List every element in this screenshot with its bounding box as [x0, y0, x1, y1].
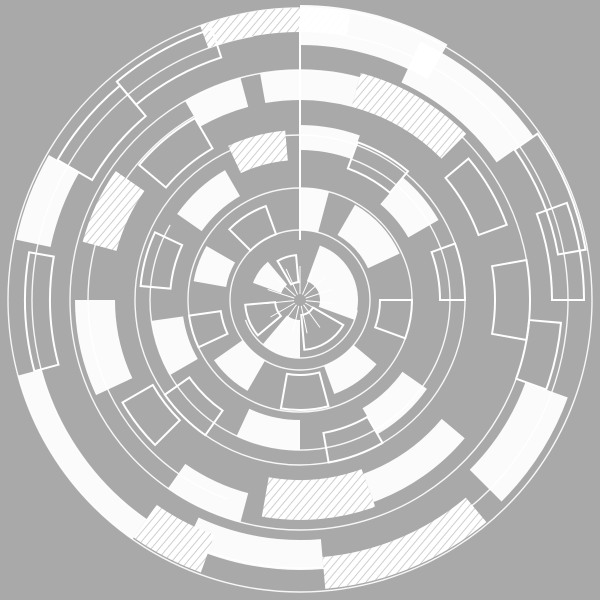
ring-segment: [279, 371, 330, 411]
ring-segment: [187, 310, 229, 349]
ring-segment: [228, 130, 288, 174]
ring-segment: [227, 204, 278, 252]
ring-segment: [244, 301, 283, 337]
ring-segment: [121, 383, 182, 447]
ring-segment: [444, 157, 509, 237]
ring-segment: [323, 344, 377, 394]
ring-segment: [139, 231, 184, 290]
ring-segment: [300, 5, 448, 80]
ring-segment: [351, 73, 467, 159]
tick-marks: [266, 20, 334, 334]
ring-outline: [69, 69, 531, 531]
ring-segment: [168, 463, 249, 523]
center-spoke: [267, 289, 295, 299]
ring-segment: [300, 188, 329, 233]
ring-segment: [262, 315, 300, 358]
ring-segment: [151, 316, 198, 375]
ring-segment: [177, 170, 240, 232]
ring-segment: [362, 371, 427, 435]
ring-segment: [363, 418, 465, 503]
ring-segment: [261, 469, 376, 520]
ring-segment: [535, 201, 586, 301]
ring-segment: [300, 306, 345, 351]
ring-segment: [163, 376, 224, 437]
ring-segment: [75, 300, 133, 396]
ring-segments: [16, 5, 587, 589]
ring-segment: [17, 369, 147, 540]
ring-segment: [276, 254, 300, 286]
ring-segment: [185, 77, 249, 127]
ring-segment: [185, 517, 324, 570]
ring-segment: [16, 155, 80, 247]
ring-segment: [300, 125, 360, 160]
center-spoke: [292, 305, 300, 334]
ring-outline: [134, 134, 466, 466]
ring-outline: [244, 309, 358, 359]
ring-segment: [490, 258, 531, 342]
ring-segment: [430, 242, 467, 301]
center-spoke: [304, 302, 330, 318]
center-spoke: [266, 300, 295, 305]
center-spoke: [303, 304, 321, 328]
ring-segment: [380, 177, 439, 238]
ring-segment: [193, 246, 236, 287]
ring-segment: [322, 497, 487, 589]
center-spoke: [270, 302, 296, 318]
center-spoke: [285, 268, 299, 295]
ring-segment: [322, 415, 384, 464]
ring-segment: [115, 27, 223, 107]
ring-segment: [24, 251, 60, 373]
ring-segment: [306, 245, 358, 320]
ring-segment: [513, 132, 587, 256]
center-spoke: [304, 276, 326, 297]
center-spoke: [300, 305, 308, 334]
center-spoke: [301, 268, 315, 295]
ring-segment: [401, 41, 534, 163]
ring-segment: [469, 382, 568, 502]
center-spoke: [305, 289, 333, 299]
ring-outline: [187, 187, 413, 413]
center-spoke: [274, 276, 296, 297]
ring-segment: [337, 204, 400, 269]
ring-segment: [133, 504, 215, 573]
ring-segment: [236, 408, 300, 450]
ring-outline: [229, 229, 371, 371]
center-spoke: [305, 300, 334, 305]
ring-segment: [253, 261, 288, 294]
center-spoke: [279, 304, 297, 328]
ring-segment: [82, 170, 145, 251]
ring-segment: [260, 70, 360, 107]
ring-segment: [373, 299, 414, 340]
ring-segment: [213, 340, 265, 391]
ring-outline: [7, 7, 593, 593]
ring-segment: [137, 116, 214, 189]
